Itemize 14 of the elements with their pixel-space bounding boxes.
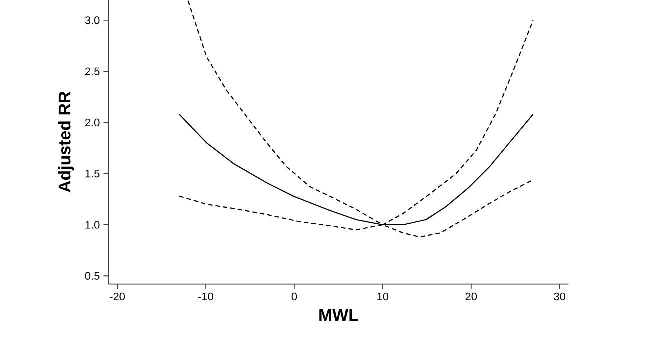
x-axis-title: MWL [320,309,358,322]
x-tick-label: -10 [198,292,214,301]
y-axis-title: Adjusted RR [58,92,74,193]
x-tick-label: 10 [378,292,389,301]
x-tick-label: 0 [292,292,298,301]
x-tick-label: 20 [466,292,478,301]
y-tick-label: 2.5 [85,68,100,76]
x-tick-label: 30 [554,292,566,301]
y-tick-label: 1.5 [86,170,100,178]
y-tick-label: 2.0 [85,118,100,127]
x-tick-label: -20 [110,292,126,301]
y-tick-label: 0.5 [85,272,100,280]
y-tick-label: 3.0 [85,16,100,24]
y-tick-label: 1.0 [86,221,100,229]
